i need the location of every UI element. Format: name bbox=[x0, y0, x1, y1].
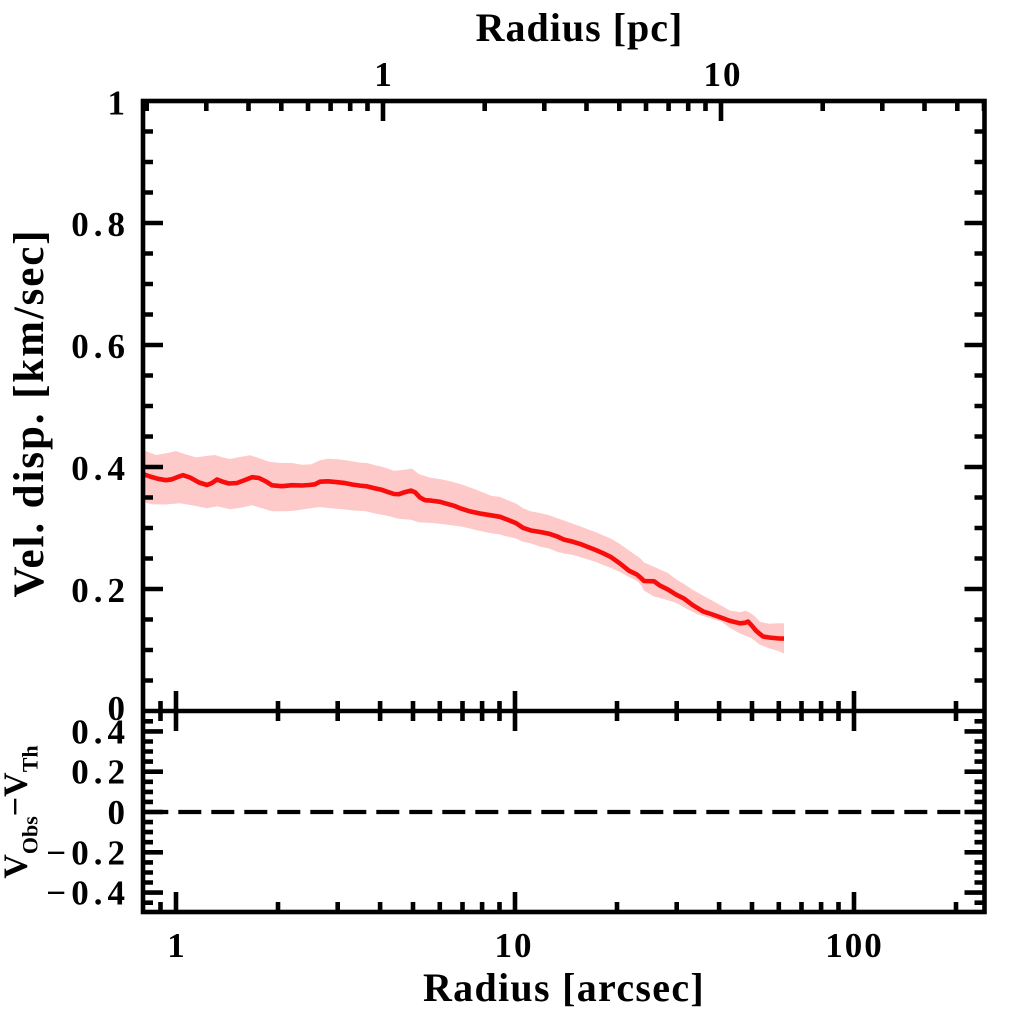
svg-text:10: 10 bbox=[704, 55, 743, 94]
svg-text:−0.4: −0.4 bbox=[46, 874, 130, 913]
svg-text:0.6: 0.6 bbox=[71, 327, 130, 366]
svg-text:Vel. disp. [km/sec]: Vel. disp. [km/sec] bbox=[6, 229, 53, 598]
svg-text:0.8: 0.8 bbox=[71, 205, 130, 244]
svg-text:100: 100 bbox=[825, 926, 884, 965]
svg-text:Radius [pc]: Radius [pc] bbox=[476, 5, 684, 50]
svg-text:−0.2: −0.2 bbox=[46, 833, 130, 872]
svg-text:0.4: 0.4 bbox=[71, 712, 130, 751]
svg-text:1: 1 bbox=[108, 84, 131, 123]
svg-text:0: 0 bbox=[108, 689, 131, 728]
svg-text:Radius [arcsec]: Radius [arcsec] bbox=[423, 965, 705, 1010]
svg-text:0.2: 0.2 bbox=[71, 753, 130, 792]
svg-text:0: 0 bbox=[108, 793, 131, 832]
svg-text:1: 1 bbox=[374, 55, 394, 94]
svg-text:VObs−VTh: VObs−VTh bbox=[0, 745, 43, 878]
svg-text:0.2: 0.2 bbox=[71, 571, 130, 610]
svg-text:0.4: 0.4 bbox=[71, 449, 130, 488]
svg-text:10: 10 bbox=[495, 926, 534, 965]
svg-text:1: 1 bbox=[167, 926, 187, 965]
